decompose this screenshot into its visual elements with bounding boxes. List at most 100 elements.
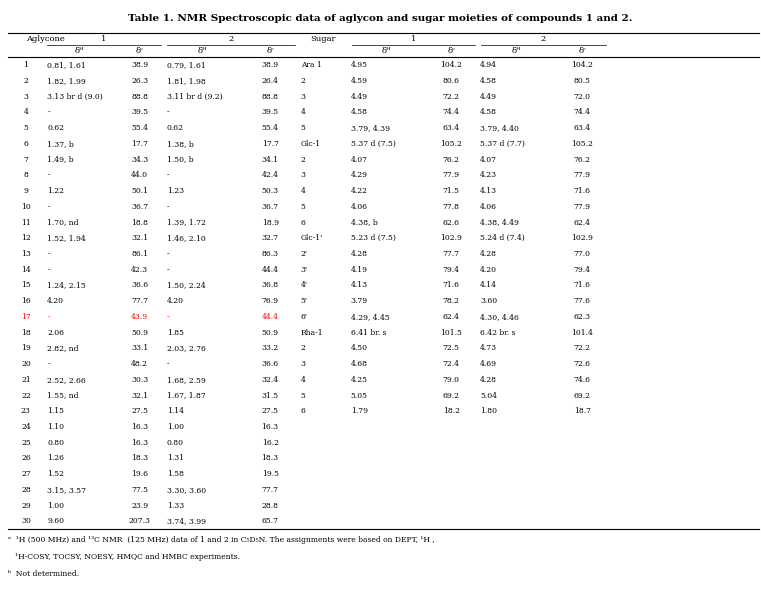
Text: 4.95: 4.95 <box>351 61 368 69</box>
Text: 1.31: 1.31 <box>167 454 184 462</box>
Text: 18.7: 18.7 <box>574 407 591 415</box>
Text: 101.5: 101.5 <box>441 329 462 337</box>
Text: 4.06: 4.06 <box>480 203 497 211</box>
Text: 13: 13 <box>21 250 30 258</box>
Text: 16.3: 16.3 <box>131 439 148 447</box>
Text: 4.50: 4.50 <box>351 344 368 352</box>
Text: 1.00: 1.00 <box>47 502 64 509</box>
Text: 32.4: 32.4 <box>262 376 279 384</box>
Text: 1.50, b: 1.50, b <box>167 155 193 164</box>
Text: 1.80: 1.80 <box>480 407 497 415</box>
Text: 78.2: 78.2 <box>443 297 460 305</box>
Text: 48.2: 48.2 <box>131 360 148 368</box>
Text: Sugar: Sugar <box>310 35 336 44</box>
Text: 4.69: 4.69 <box>480 360 497 368</box>
Text: 1: 1 <box>24 61 28 69</box>
Text: 5: 5 <box>301 392 305 399</box>
Text: 77.7: 77.7 <box>262 486 279 494</box>
Text: 77.0: 77.0 <box>574 250 591 258</box>
Text: 5': 5' <box>301 297 307 305</box>
Text: δᶜ: δᶜ <box>135 47 144 56</box>
Text: 16.2: 16.2 <box>262 439 279 447</box>
Text: 1.39, 1.72: 1.39, 1.72 <box>167 218 205 227</box>
Text: 62.4: 62.4 <box>574 218 591 227</box>
Text: -: - <box>167 250 169 258</box>
Text: 2: 2 <box>301 155 305 164</box>
Text: 4.94: 4.94 <box>480 61 497 69</box>
Text: 4.23: 4.23 <box>480 172 498 179</box>
Text: 0.80: 0.80 <box>47 439 64 447</box>
Text: 2: 2 <box>228 35 234 44</box>
Text: 4.20: 4.20 <box>47 297 64 305</box>
Text: 72.2: 72.2 <box>443 93 460 100</box>
Text: 31.5: 31.5 <box>262 392 279 399</box>
Text: 1.14: 1.14 <box>167 407 183 415</box>
Text: Rha-1: Rha-1 <box>301 329 323 337</box>
Text: 50.9: 50.9 <box>131 329 148 337</box>
Text: 5.05: 5.05 <box>351 392 368 399</box>
Text: -: - <box>167 172 169 179</box>
Text: 23: 23 <box>21 407 30 415</box>
Text: 55.4: 55.4 <box>262 124 279 132</box>
Text: -: - <box>47 313 49 321</box>
Text: 4.49: 4.49 <box>480 93 497 100</box>
Text: 19: 19 <box>21 344 30 352</box>
Text: 19.5: 19.5 <box>262 470 279 478</box>
Text: 4.73: 4.73 <box>480 344 498 352</box>
Text: 3: 3 <box>301 93 306 100</box>
Text: 77.9: 77.9 <box>574 203 591 211</box>
Text: 30.3: 30.3 <box>131 376 148 384</box>
Text: 21: 21 <box>21 376 30 384</box>
Text: δᶜ: δᶜ <box>447 47 455 56</box>
Text: 2.82, nd: 2.82, nd <box>47 344 78 352</box>
Text: 42.4: 42.4 <box>262 172 279 179</box>
Text: 5.37 d (7.7): 5.37 d (7.7) <box>480 140 525 148</box>
Text: 5: 5 <box>301 124 305 132</box>
Text: 38.9: 38.9 <box>262 61 279 69</box>
Text: 26.3: 26.3 <box>131 77 148 85</box>
Text: 1.38, b: 1.38, b <box>167 140 193 148</box>
Text: ᵃ  ¹H (500 MHz) and ¹³C NMR  (125 MHz) data of 1 and 2 in C₅D₅N. The assignments: ᵃ ¹H (500 MHz) and ¹³C NMR (125 MHz) dat… <box>8 536 435 544</box>
Text: ᵇ  Not determined.: ᵇ Not determined. <box>8 570 78 578</box>
Text: 1.37, b: 1.37, b <box>47 140 74 148</box>
Text: 71.6: 71.6 <box>443 282 460 289</box>
Text: 3: 3 <box>24 93 28 100</box>
Text: 1.81, 1.98: 1.81, 1.98 <box>167 77 205 85</box>
Text: 69.2: 69.2 <box>443 392 460 399</box>
Text: 102.9: 102.9 <box>441 234 462 242</box>
Text: 36.7: 36.7 <box>131 203 148 211</box>
Text: 2': 2' <box>301 250 307 258</box>
Text: -: - <box>47 108 49 117</box>
Text: 26.4: 26.4 <box>262 77 279 85</box>
Text: 16: 16 <box>21 297 30 305</box>
Text: 11: 11 <box>21 218 30 227</box>
Text: 3': 3' <box>301 266 307 274</box>
Text: 17: 17 <box>21 313 30 321</box>
Text: 63.4: 63.4 <box>443 124 460 132</box>
Text: 36.8: 36.8 <box>262 282 279 289</box>
Text: 3.30, 3.60: 3.30, 3.60 <box>167 486 205 494</box>
Text: 4.28: 4.28 <box>480 376 497 384</box>
Text: 72.4: 72.4 <box>443 360 460 368</box>
Text: 3.74, 3.99: 3.74, 3.99 <box>167 517 205 526</box>
Text: 43.9: 43.9 <box>131 313 148 321</box>
Text: 4.28: 4.28 <box>480 250 497 258</box>
Text: 69.2: 69.2 <box>574 392 591 399</box>
Text: 0.80: 0.80 <box>167 439 183 447</box>
Text: 1: 1 <box>101 35 107 44</box>
Text: 76.2: 76.2 <box>443 155 460 164</box>
Text: 1.52, 1.94: 1.52, 1.94 <box>47 234 86 242</box>
Text: 63.4: 63.4 <box>574 124 591 132</box>
Text: 20: 20 <box>21 360 30 368</box>
Text: 4: 4 <box>301 376 305 384</box>
Text: 4.22: 4.22 <box>351 187 368 195</box>
Text: 2.03, 2.76: 2.03, 2.76 <box>167 344 205 352</box>
Text: 5.04: 5.04 <box>480 392 497 399</box>
Text: δᴴ: δᴴ <box>382 47 391 56</box>
Text: 3: 3 <box>301 360 306 368</box>
Text: 105.2: 105.2 <box>572 140 593 148</box>
Text: 76.9: 76.9 <box>262 297 279 305</box>
Text: 34.3: 34.3 <box>131 155 148 164</box>
Text: 101.4: 101.4 <box>572 329 593 337</box>
Text: 16.3: 16.3 <box>131 423 148 431</box>
